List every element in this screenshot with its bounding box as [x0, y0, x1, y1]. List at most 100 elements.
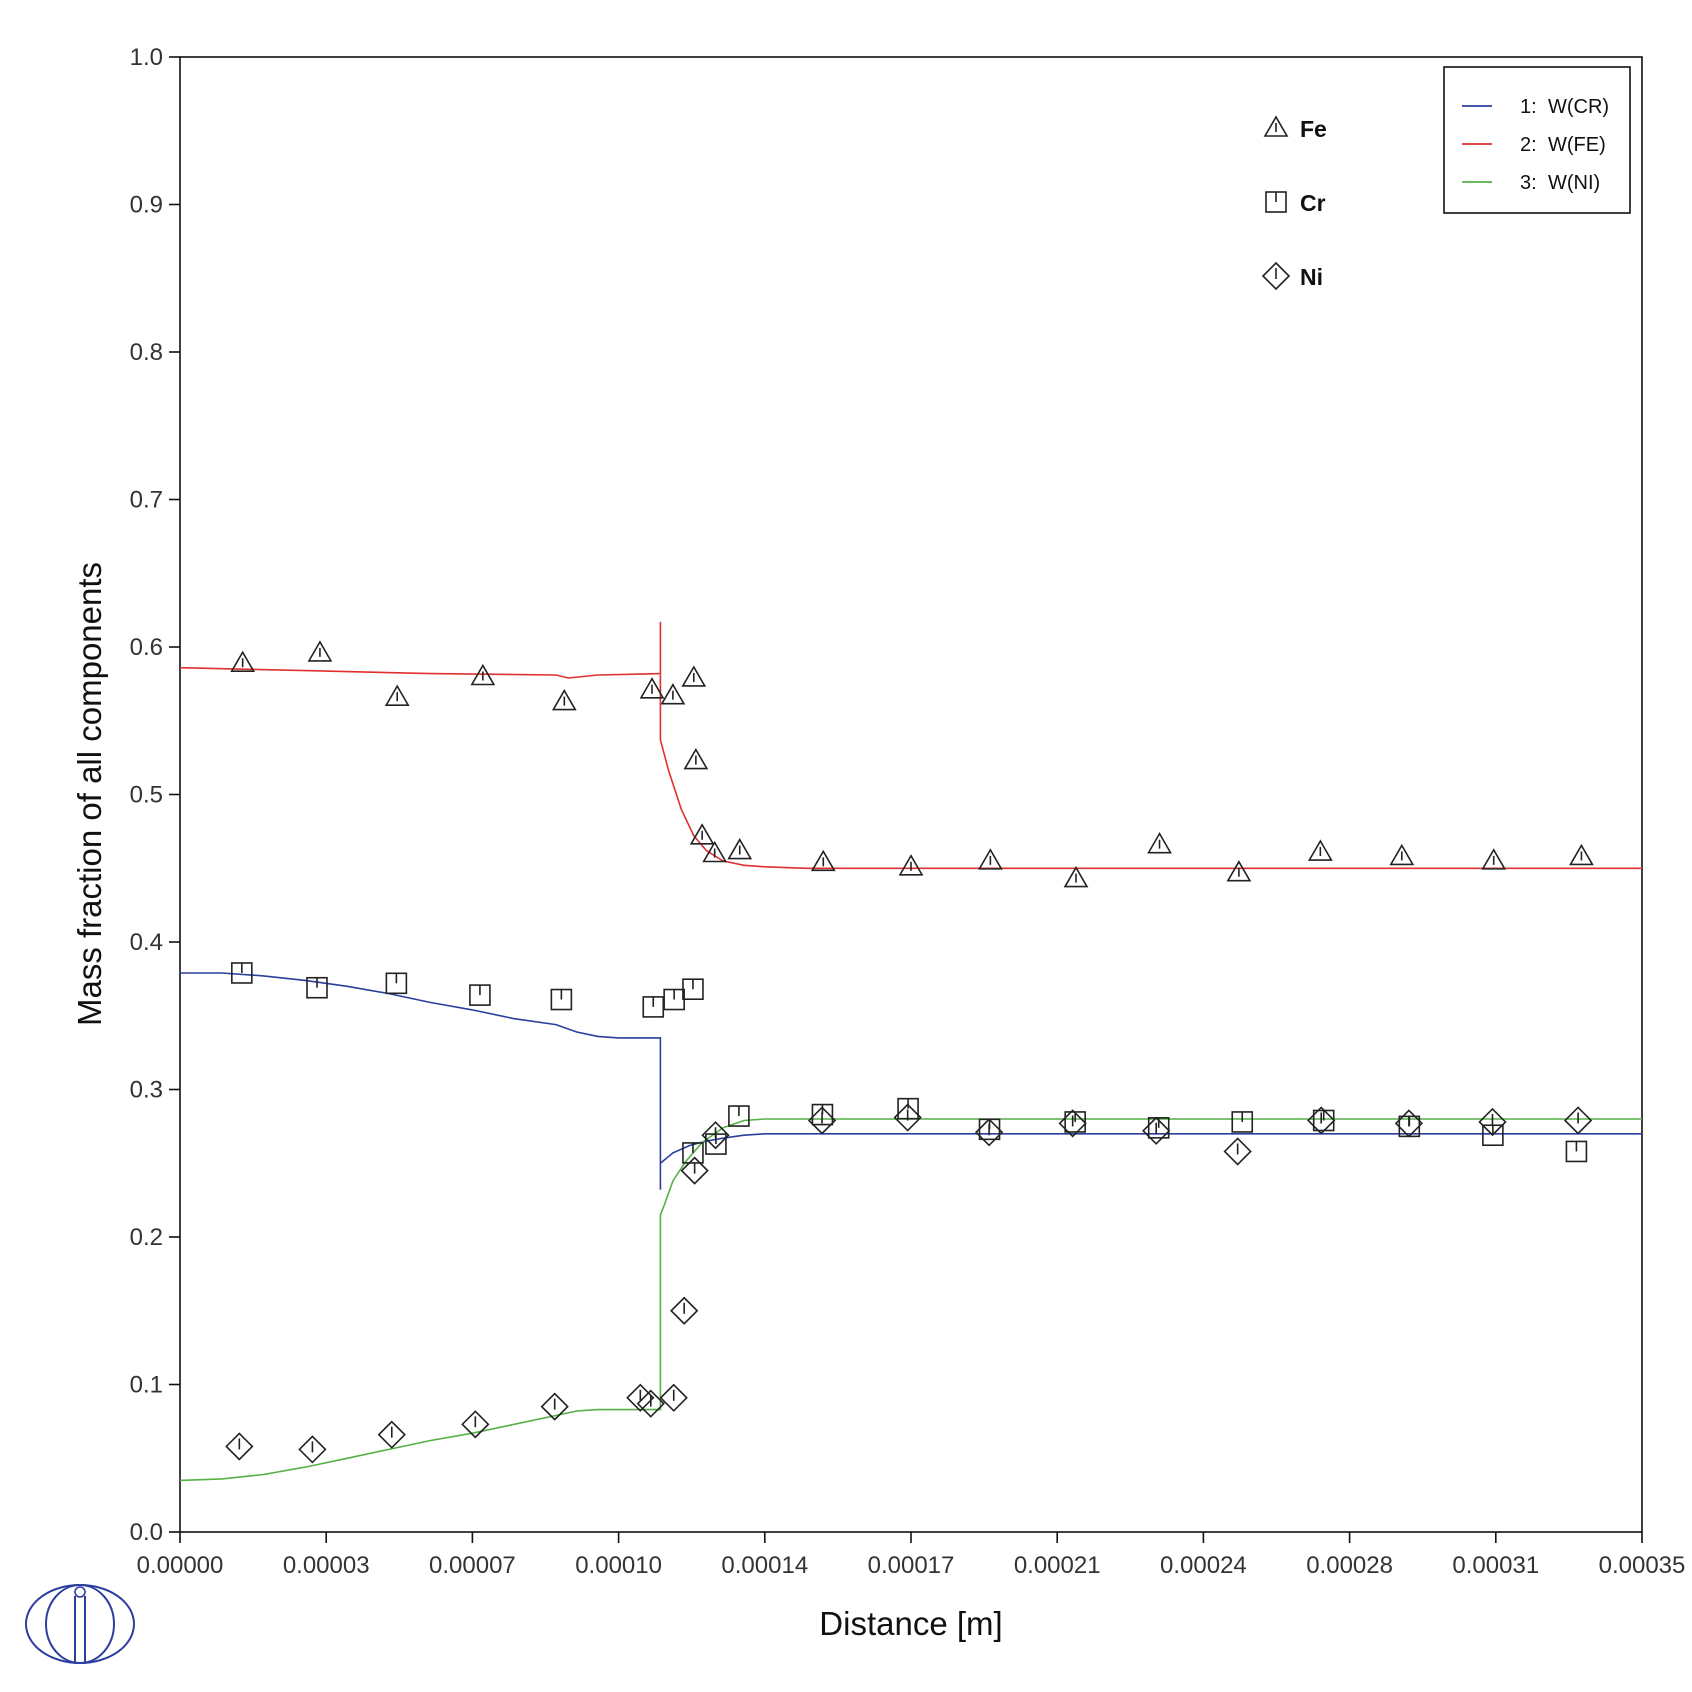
marker-legend-symbol-ni: [1261, 261, 1291, 291]
y-axis-title: Mass fraction of all components: [71, 562, 108, 1026]
y-tick-label: 0.9: [130, 192, 163, 219]
marker-point-fe: [1481, 848, 1507, 870]
marker-point-fe: [1147, 832, 1172, 854]
marker-point-ni: [1563, 1106, 1593, 1135]
marker-legend-symbol-fe: [1263, 115, 1289, 137]
marker-point-cr: [306, 976, 328, 999]
marker-point-ni: [670, 1296, 699, 1325]
marker-point-cr: [663, 988, 685, 1011]
x-tick-label: 0.00028: [1306, 1552, 1393, 1579]
y-tick-label: 1.0: [130, 44, 163, 71]
marker-point-fe: [1226, 860, 1252, 882]
logo-icon: [25, 1584, 135, 1664]
series-line-w-ni: [179, 1118, 1642, 1482]
marker-legend: Fe Cr Ni: [1261, 115, 1327, 291]
marker-point-cr: [231, 962, 253, 984]
marker-point-cr: [1231, 1111, 1254, 1133]
marker-point-fe: [1063, 865, 1089, 888]
marker-legend-label: Fe: [1300, 116, 1327, 142]
marker-point-fe: [683, 747, 709, 770]
x-tick-label: 0.00010: [575, 1552, 662, 1579]
marker-point-fe: [1569, 843, 1594, 866]
marker-point-ni: [807, 1106, 837, 1135]
y-tick-label: 0.8: [130, 339, 163, 366]
marker-point-fe: [810, 849, 836, 872]
legend-index: 3:: [1520, 172, 1537, 194]
marker-point-ni: [893, 1103, 922, 1132]
x-tick-label: 0.00035: [1599, 1552, 1686, 1579]
marker-legend-symbol-cr: [1265, 191, 1287, 213]
x-tick-label: 0.00024: [1160, 1552, 1247, 1579]
marker-point-ni: [680, 1156, 709, 1185]
marker-point-ni: [377, 1420, 406, 1449]
marker-point-ni: [1142, 1116, 1171, 1145]
legend-label: W(NI): [1548, 172, 1600, 194]
legend-label: W(CR): [1548, 96, 1609, 118]
marker-point-ni: [540, 1392, 569, 1421]
marker-legend-label: Ni: [1300, 264, 1323, 290]
marker-point-ni: [1478, 1107, 1507, 1137]
x-axis: 0.00000 0.00003 0.00007 0.00010 0.00014 0.000…: [137, 1532, 1686, 1579]
marker-point-fe: [727, 837, 753, 860]
x-tick-label: 0.00014: [721, 1552, 808, 1579]
legend-label: W(FE): [1548, 134, 1606, 156]
marker-legend-label: Cr: [1300, 190, 1326, 216]
marker-point-fe: [681, 665, 707, 687]
x-tick-label: 0.00000: [137, 1552, 224, 1579]
marker-point-fe: [551, 688, 577, 711]
marker-point-cr: [1312, 1109, 1335, 1132]
marker-point-ni: [1307, 1106, 1336, 1135]
marker-point-ni: [225, 1432, 254, 1461]
x-tick-label: 0.00021: [1014, 1552, 1101, 1579]
series-lines: [179, 621, 1642, 1482]
line-legend-box: [1443, 66, 1631, 214]
marker-point-fe: [230, 650, 256, 673]
y-tick-label: 0.6: [130, 634, 163, 661]
legend-index: 1:: [1520, 96, 1537, 118]
x-tick-label: 0.00007: [429, 1552, 516, 1579]
y-tick-label: 0.1: [130, 1372, 163, 1399]
plot-frame: [179, 56, 1643, 1533]
marker-point-fe: [1389, 843, 1415, 866]
marker-point-cr: [728, 1105, 750, 1127]
marker-point-cr: [550, 988, 573, 1011]
y-tick-label: 0.7: [130, 487, 163, 514]
marker-point-fe: [660, 683, 686, 705]
marker-point-ni: [974, 1118, 1004, 1147]
marker-point-ni: [1223, 1137, 1252, 1166]
line-legend: 1: W(CR) 2: W(FE) 3: W(NI): [1443, 66, 1631, 214]
marker-point-cr: [642, 996, 665, 1018]
marker-point-fe: [1307, 839, 1333, 861]
x-tick-label: 0.00003: [283, 1552, 370, 1579]
y-tick-label: 0.5: [130, 782, 163, 809]
marker-point-fe: [898, 854, 924, 876]
marker-point-cr: [469, 984, 491, 1006]
x-tick-label: 0.00017: [868, 1552, 955, 1579]
y-tick-label: 0.2: [130, 1224, 163, 1251]
y-tick-label: 0.0: [130, 1519, 163, 1546]
x-tick-label: 0.00031: [1452, 1552, 1539, 1579]
marker-point-fe: [689, 823, 715, 845]
y-tick-label: 0.3: [130, 1077, 163, 1104]
marker-point-ni: [1394, 1109, 1424, 1138]
y-tick-label: 0.4: [130, 929, 163, 956]
marker-point-cr: [682, 978, 704, 1001]
marker-point-ni: [461, 1410, 490, 1439]
marker-point-ni: [701, 1121, 730, 1150]
series-line-w-cr: [180, 972, 1642, 1190]
legend-index: 2:: [1520, 134, 1537, 156]
marker-point-fe: [307, 640, 333, 662]
marker-point-ni: [298, 1435, 327, 1464]
marker-points: [225, 640, 1594, 1464]
marker-point-fe: [639, 677, 665, 699]
marker-point-ni: [1058, 1109, 1087, 1138]
series-line-w-fe: [179, 621, 1642, 870]
marker-point-ni: [659, 1383, 688, 1412]
marker-point-fe: [384, 684, 410, 706]
marker-point-cr: [385, 972, 408, 995]
marker-point-cr: [682, 1142, 704, 1164]
marker-point-fe: [977, 848, 1003, 870]
y-axis: 0.0 0.1 0.2 0.3 0.4 0.5 0.6 0.7 0.8 0.9 1.0: [130, 44, 180, 1546]
marker-point-ni: [636, 1389, 665, 1418]
